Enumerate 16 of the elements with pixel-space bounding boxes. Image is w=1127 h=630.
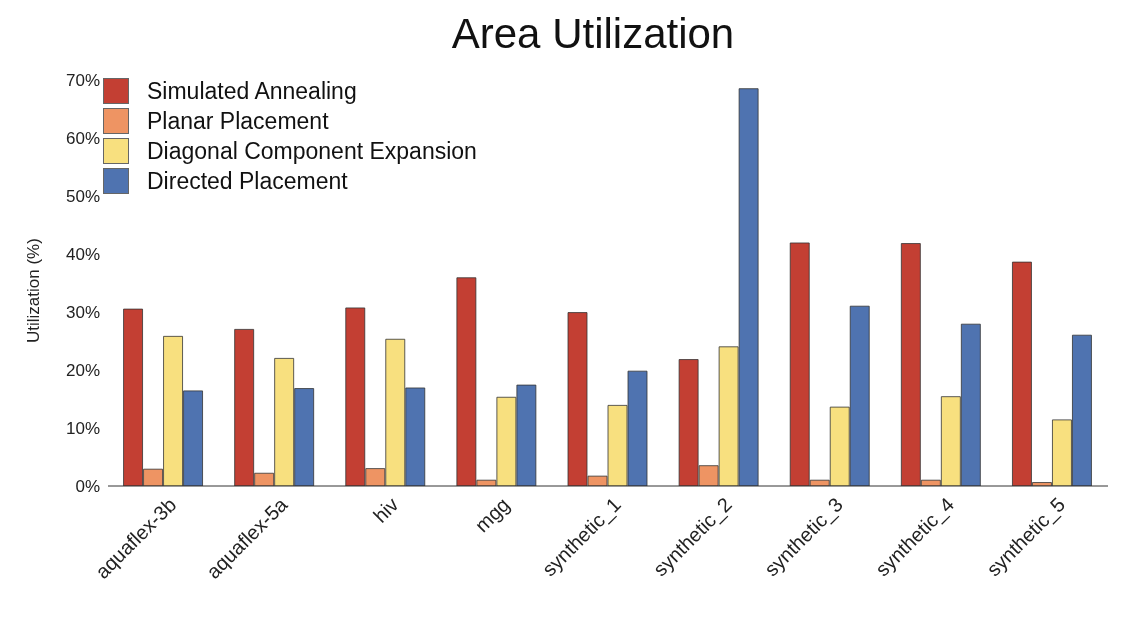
y-tick-label: 70% [65, 71, 100, 91]
legend-label: Planar Placement [147, 107, 329, 136]
legend-label: Simulated Annealing [147, 77, 357, 106]
y-tick-label: 0% [75, 477, 100, 497]
y-axis-title: Utilization (%) [24, 238, 44, 343]
y-tick-label: 20% [65, 361, 100, 381]
x-tick-label: hiv [368, 493, 403, 527]
y-tick-label: 30% [65, 303, 100, 323]
y-tick-label: 40% [65, 245, 100, 265]
y-tick-label: 10% [65, 419, 100, 439]
chart-title: Area Utilization [450, 9, 736, 59]
legend-label: Diagonal Component Expansion [147, 137, 477, 166]
legend-label: Directed Placement [147, 167, 348, 196]
y-tick-label: 50% [65, 187, 100, 207]
y-tick-label: 60% [65, 129, 100, 149]
x-tick-label: mgg [470, 493, 514, 537]
